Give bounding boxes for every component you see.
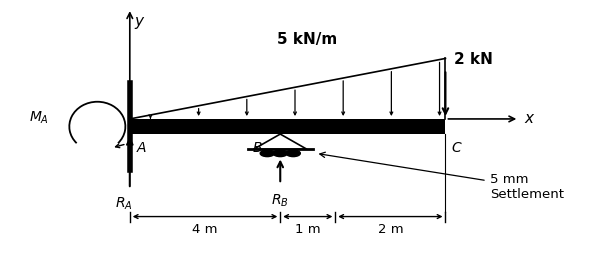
Text: x: x (524, 111, 533, 127)
Text: $M_A$: $M_A$ (29, 110, 48, 126)
Text: C: C (451, 141, 461, 155)
Circle shape (273, 150, 287, 156)
Text: 5 kN/m: 5 kN/m (277, 32, 337, 47)
Text: 2 kN: 2 kN (454, 52, 493, 67)
Text: $R_A$: $R_A$ (115, 196, 133, 212)
Text: B: B (253, 141, 263, 155)
Bar (130, 119, 445, 134)
Text: 5 mm
Settlement: 5 mm Settlement (320, 152, 563, 201)
Text: y: y (135, 14, 143, 29)
Circle shape (286, 150, 300, 156)
Circle shape (260, 150, 274, 156)
Text: A: A (137, 141, 146, 155)
Text: 2 m: 2 m (378, 223, 403, 236)
Text: 4 m: 4 m (192, 223, 218, 236)
Text: 1 m: 1 m (295, 223, 320, 236)
Text: $R_B$: $R_B$ (271, 192, 289, 209)
